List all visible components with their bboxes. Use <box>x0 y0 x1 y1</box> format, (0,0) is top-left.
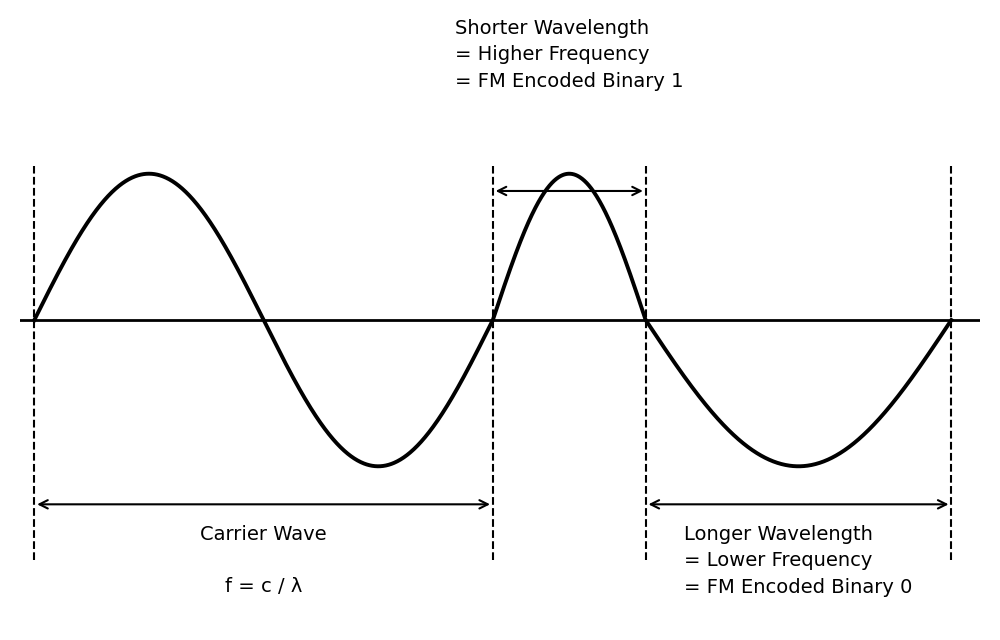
Text: f = c / λ: f = c / λ <box>225 577 302 596</box>
Text: Shorter Wavelength
= Higher Frequency
= FM Encoded Binary 1: Shorter Wavelength = Higher Frequency = … <box>455 19 684 91</box>
Text: Longer Wavelength
= Lower Frequency
= FM Encoded Binary 0: Longer Wavelength = Lower Frequency = FM… <box>684 525 913 596</box>
Text: Carrier Wave: Carrier Wave <box>200 525 327 544</box>
